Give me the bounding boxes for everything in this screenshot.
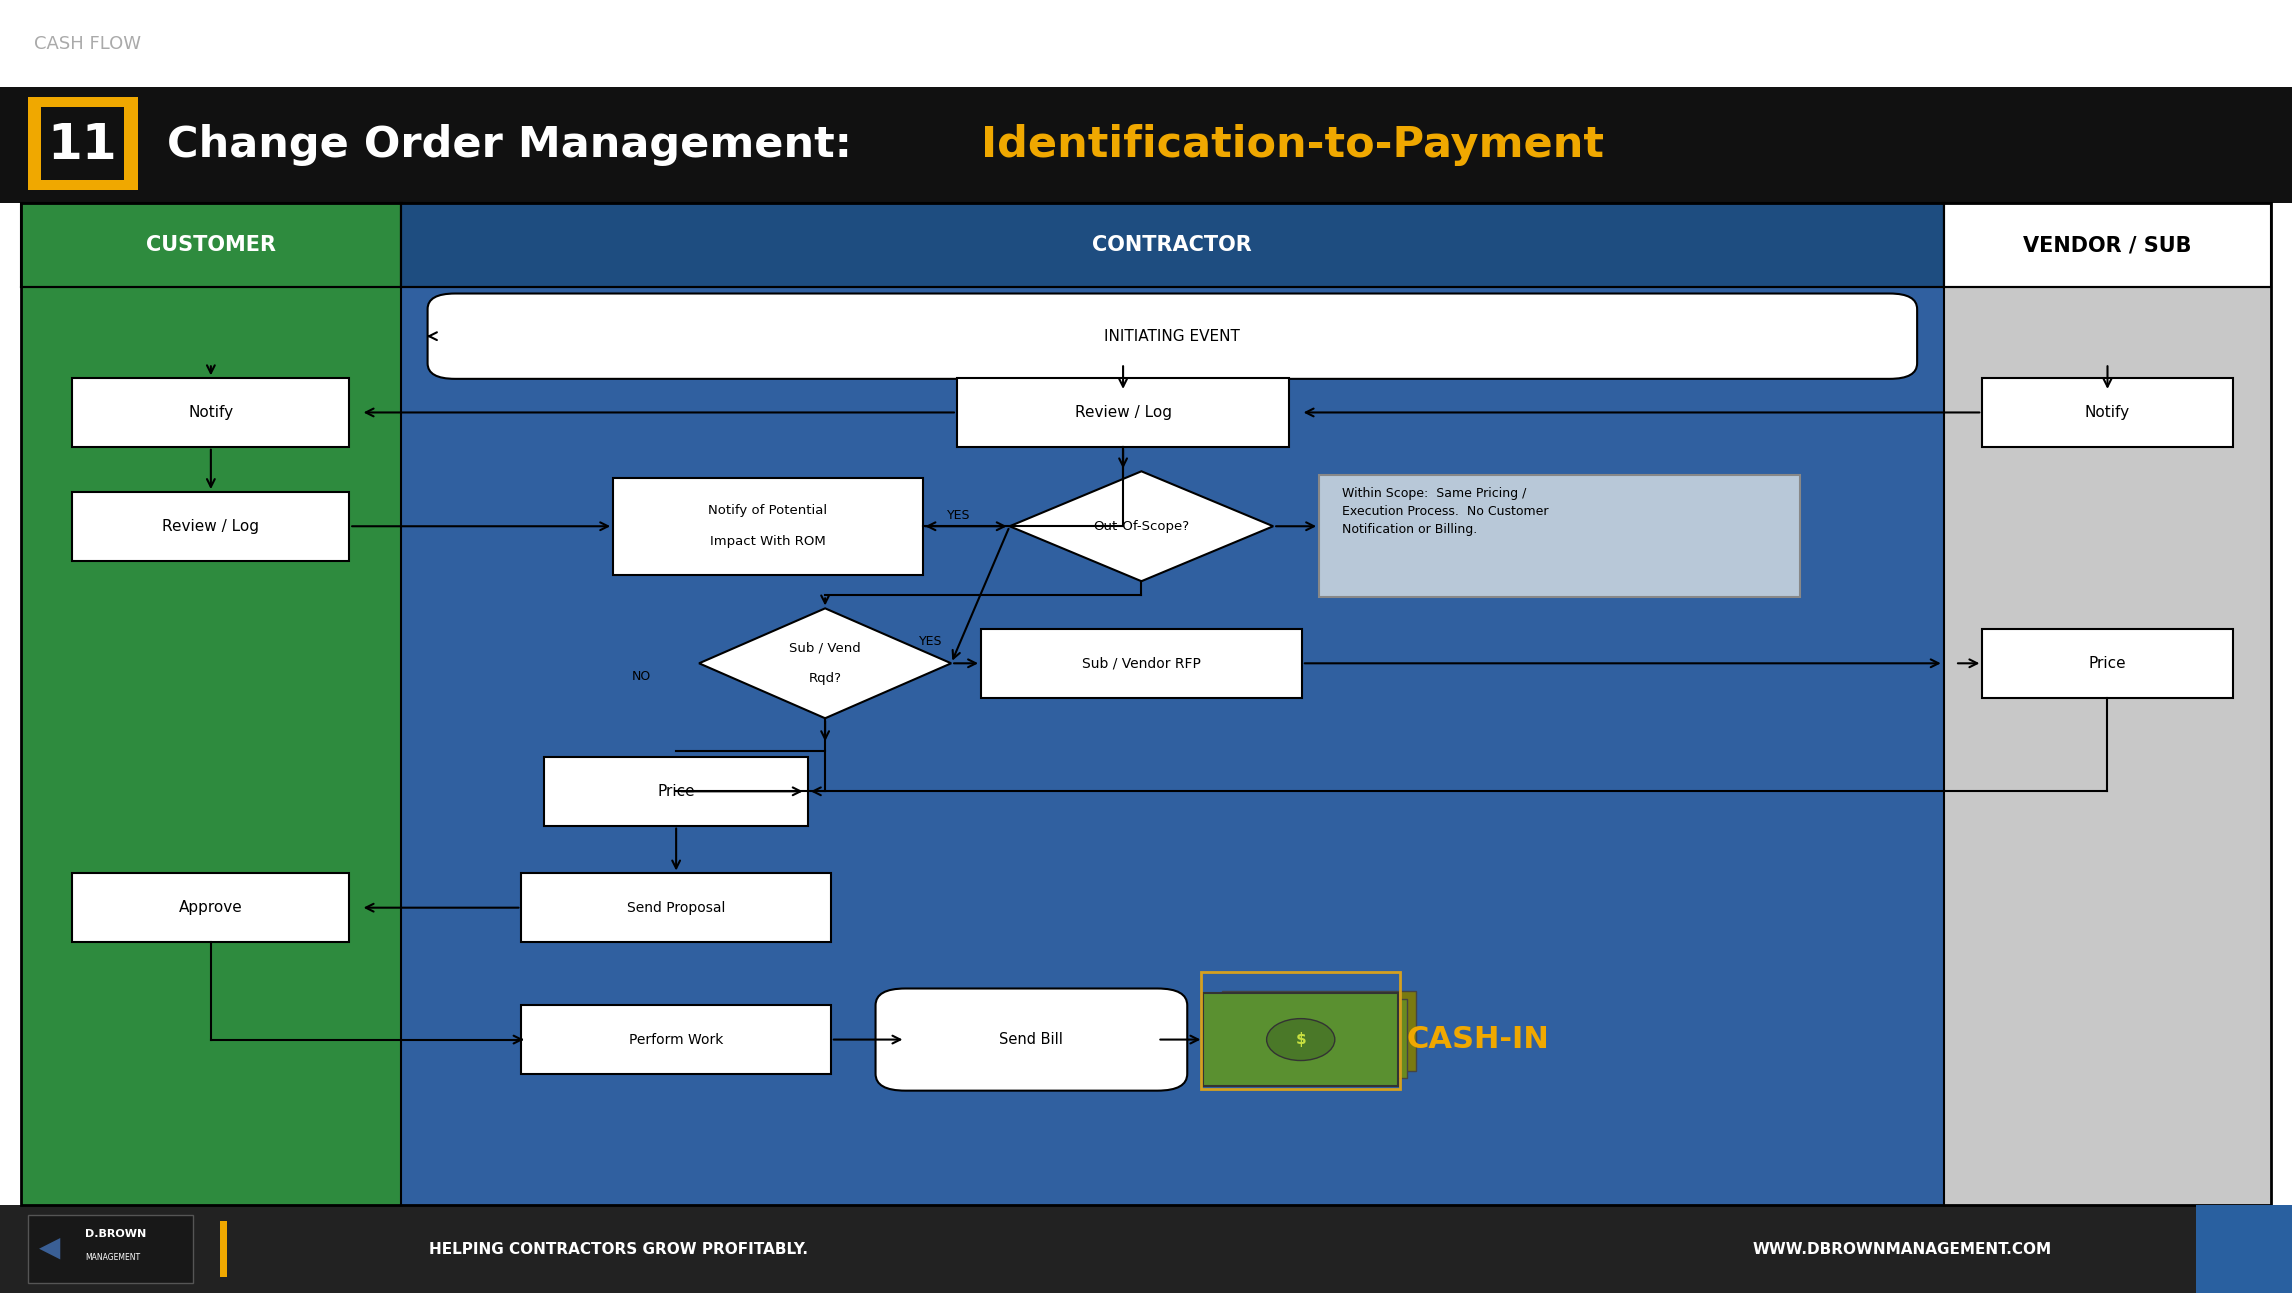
Text: WWW.DBROWNMANAGEMENT.COM: WWW.DBROWNMANAGEMENT.COM [1753, 1241, 2051, 1257]
Bar [401, 203, 1944, 1205]
Bar [543, 758, 807, 826]
Text: 11: 11 [48, 120, 117, 169]
Text: Price: Price [2088, 656, 2127, 671]
FancyBboxPatch shape [429, 294, 1916, 379]
Bar [401, 203, 1944, 287]
Bar [520, 874, 830, 941]
Bar [1318, 475, 1799, 597]
Text: Impact With ROM: Impact With ROM [711, 535, 825, 548]
Text: Send Bill: Send Bill [999, 1032, 1063, 1047]
Text: Identification-to-Payment: Identification-to-Payment [951, 124, 1604, 166]
Bar [1944, 203, 2271, 1205]
Bar [21, 203, 401, 287]
Bar [956, 378, 1288, 446]
Text: NO: NO [633, 670, 651, 683]
Text: Notify: Notify [2086, 405, 2129, 420]
Bar [981, 630, 1302, 698]
Text: Price: Price [658, 784, 694, 799]
Text: Sub / Vend: Sub / Vend [788, 641, 862, 654]
Text: $: $ [1295, 1032, 1306, 1047]
Bar [220, 1221, 227, 1277]
Text: Review / Log: Review / Log [163, 518, 259, 534]
Text: Sub / Vendor RFP: Sub / Vendor RFP [1082, 657, 1201, 670]
Text: CASH FLOW: CASH FLOW [34, 35, 142, 53]
Text: CASH-IN: CASH-IN [1407, 1025, 1549, 1054]
Bar [612, 478, 921, 574]
Bar [21, 203, 2271, 1205]
Polygon shape [699, 608, 951, 718]
Text: Out-Of-Scope?: Out-Of-Scope? [1093, 520, 1190, 533]
Bar [28, 1215, 193, 1283]
Bar [73, 491, 348, 561]
Bar [0, 1205, 2292, 1293]
Text: YES: YES [947, 509, 972, 522]
Text: CUSTOMER: CUSTOMER [147, 235, 275, 255]
Text: Rqd?: Rqd? [809, 672, 841, 685]
Text: ◀: ◀ [39, 1234, 60, 1262]
Bar [41, 107, 124, 180]
Text: Send Proposal: Send Proposal [628, 901, 724, 914]
Text: D.BROWN: D.BROWN [85, 1230, 147, 1239]
Text: INITIATING EVENT: INITIATING EVENT [1105, 328, 1240, 344]
Bar [1201, 972, 1400, 1089]
Bar [520, 1006, 830, 1073]
Bar [0, 87, 2292, 203]
Text: YES: YES [919, 635, 942, 648]
Text: VENDOR / SUB: VENDOR / SUB [2024, 235, 2191, 255]
Text: HELPING CONTRACTORS GROW PROFITABLY.: HELPING CONTRACTORS GROW PROFITABLY. [429, 1241, 809, 1257]
Bar [21, 203, 401, 1205]
Text: Notify: Notify [188, 405, 234, 420]
Bar [73, 874, 348, 941]
Text: Notify of Potential: Notify of Potential [708, 504, 827, 517]
Text: Approve: Approve [179, 900, 243, 915]
Bar [73, 378, 348, 446]
Bar [1222, 992, 1416, 1071]
Polygon shape [1008, 472, 1272, 581]
Bar [0, 0, 2292, 87]
Text: Perform Work: Perform Work [628, 1033, 724, 1046]
FancyBboxPatch shape [876, 988, 1187, 1091]
Text: CONTRACTOR: CONTRACTOR [1093, 235, 1251, 255]
Text: Review / Log: Review / Log [1075, 405, 1171, 420]
Bar [1944, 203, 2271, 287]
Text: Within Scope:  Same Pricing /
Execution Process.  No Customer
Notification or Bi: Within Scope: Same Pricing / Execution P… [1341, 487, 1549, 537]
Bar [1983, 630, 2232, 698]
Bar [28, 97, 138, 190]
Text: MANAGEMENT: MANAGEMENT [85, 1253, 140, 1262]
Ellipse shape [1267, 1019, 1334, 1060]
Bar [1212, 999, 1407, 1078]
Bar [2196, 1205, 2292, 1293]
Bar [1983, 378, 2232, 446]
Bar [1203, 993, 1398, 1086]
Text: Change Order Management:: Change Order Management: [167, 124, 853, 166]
